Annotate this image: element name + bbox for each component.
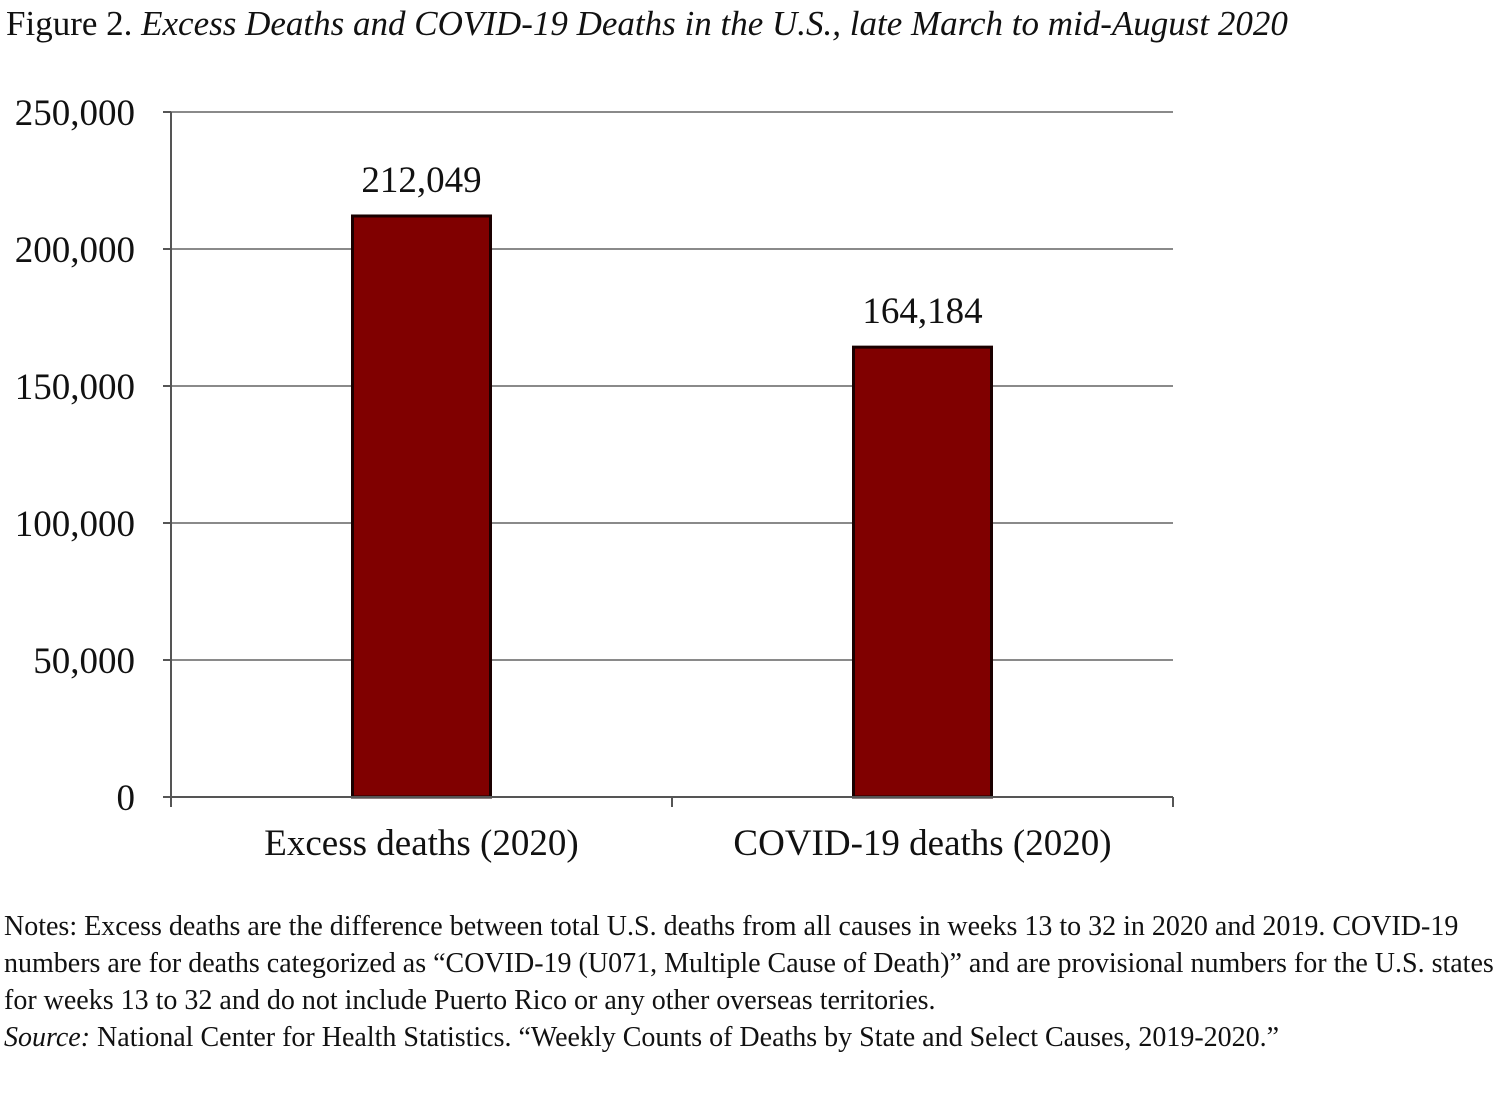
data-label: 212,049 — [361, 160, 481, 201]
x-category-label: Excess deaths (2020) — [264, 823, 578, 864]
bars — [351, 214, 993, 799]
notes-text: Notes: Excess deaths are the difference … — [4, 911, 1494, 1016]
data-label: 164,184 — [862, 291, 982, 332]
axes — [163, 111, 1174, 807]
bar — [351, 214, 492, 799]
y-tick-label: 0 — [117, 778, 136, 819]
y-tick-label: 150,000 — [15, 367, 135, 408]
chart-notes: Notes: Excess deaths are the difference … — [4, 908, 1496, 1056]
bar-chart: 0 50,000 100,000 150,000 200,000 250,000 212,0… — [15, 93, 1174, 864]
gridlines — [171, 111, 1173, 661]
source-label: Source: — [4, 1022, 91, 1053]
source-line: Source: National Center for Health Stati… — [4, 1019, 1496, 1056]
figure-title-text: Excess Deaths and COVID-19 Deaths in the… — [141, 4, 1288, 43]
bar — [852, 345, 993, 799]
y-tick-label: 100,000 — [15, 504, 135, 545]
source-text: National Center for Health Statistics. “… — [97, 1022, 1280, 1053]
figure-label: Figure 2. — [6, 4, 133, 43]
figure-title: Figure 2. Excess Deaths and COVID-19 Dea… — [6, 2, 1288, 46]
y-tick-label: 200,000 — [15, 230, 135, 271]
x-category-label: COVID-19 deaths (2020) — [733, 823, 1111, 864]
y-tick-label: 250,000 — [15, 93, 135, 134]
labels: 0 50,000 100,000 150,000 200,000 250,000 212,0… — [15, 93, 1112, 864]
y-tick-label: 50,000 — [33, 641, 135, 682]
